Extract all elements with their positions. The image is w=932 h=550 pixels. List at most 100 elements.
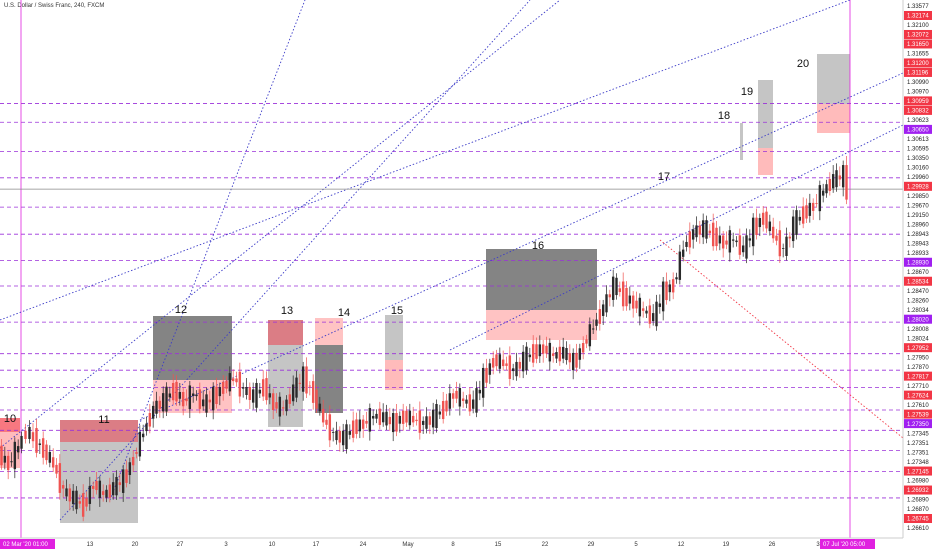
- candle-body: [358, 419, 362, 432]
- price-axis-label: 1.27348: [907, 460, 929, 466]
- price-axis-label: 1.29850: [907, 194, 929, 200]
- candle-body: [348, 431, 352, 435]
- price-label-bg: [904, 29, 932, 39]
- candle-body: [131, 456, 135, 466]
- candle-body: [745, 235, 748, 259]
- trend-line: [0, 0, 561, 449]
- candle-body: [351, 420, 355, 438]
- candle-body: [118, 482, 122, 486]
- candle-body: [411, 415, 415, 423]
- zone-box: [268, 320, 303, 345]
- price-label-bg: [904, 96, 932, 106]
- candle-body: [601, 304, 605, 316]
- candle-body: [668, 284, 672, 293]
- candle-body: [558, 346, 562, 362]
- price-axis-label: 1.27350: [907, 422, 929, 428]
- candle-body: [738, 235, 742, 255]
- time-axis-label: 3: [224, 542, 228, 548]
- candle-body: [718, 235, 722, 244]
- price-label-bg: [904, 105, 932, 115]
- candle-body: [291, 384, 295, 402]
- wave-label: 13: [281, 305, 293, 317]
- wave-label: 17: [658, 171, 670, 183]
- candle-body: [575, 352, 578, 368]
- candle-body: [688, 231, 692, 248]
- candle-body: [581, 343, 585, 353]
- candle-body: [65, 488, 68, 497]
- candle-body: [645, 310, 648, 314]
- price-axis-label: 1.28008: [907, 327, 929, 333]
- wave-label: 14: [338, 307, 350, 319]
- candle-body: [28, 426, 31, 439]
- candle-body: [805, 205, 808, 219]
- candle-body: [235, 378, 238, 383]
- candle-body: [761, 212, 765, 225]
- candle-body: [698, 225, 702, 235]
- candle-body: [371, 416, 375, 419]
- candle-body: [161, 393, 165, 412]
- candle-body: [591, 328, 595, 330]
- candle-body: [798, 216, 802, 221]
- candle-body: [218, 387, 222, 397]
- price-axis-label: 1.26610: [907, 526, 929, 532]
- candle-body: [615, 277, 618, 296]
- price-axis-label: 1.27950: [907, 355, 929, 361]
- price-axis-label: 1.31650: [907, 42, 929, 48]
- candle-body: [198, 389, 202, 409]
- time-axis-label: 26: [769, 542, 776, 548]
- candle-body: [105, 489, 108, 498]
- candle-body: [85, 498, 88, 507]
- candle-body: [478, 389, 482, 394]
- candle-body: [481, 367, 485, 398]
- candle-body: [221, 381, 225, 394]
- time-axis-label: 07 Jul '20 05:00: [823, 542, 866, 548]
- candle-body: [735, 240, 738, 243]
- price-axis-label: 1.28024: [907, 336, 929, 342]
- candle-body: [525, 346, 528, 371]
- candle-body: [0, 445, 3, 466]
- candle-body: [101, 491, 105, 495]
- price-axis-label: 1.29150: [907, 213, 929, 219]
- candle-body: [305, 366, 308, 394]
- time-axis-label: 02 Mar '20 01:00: [3, 542, 49, 548]
- price-axis-label: 1.26890: [907, 498, 929, 504]
- zone-box: [385, 315, 403, 360]
- candle-body: [231, 378, 235, 382]
- wave-label: 18: [718, 110, 730, 122]
- candle-body: [45, 444, 48, 461]
- trend-line: [59, 0, 531, 521]
- candle-body: [3, 455, 7, 463]
- trend-line: [0, 0, 851, 321]
- zone-box: [60, 420, 138, 442]
- candle-body: [588, 324, 592, 347]
- candle-body: [108, 484, 112, 498]
- candle-body: [598, 309, 602, 324]
- chart-title: U.S. Dollar / Swiss Franc, 240, FXCM: [4, 3, 105, 9]
- candle-body: [328, 414, 332, 441]
- candle-body: [445, 400, 448, 412]
- candle-body: [508, 355, 512, 379]
- candle-body: [711, 222, 715, 247]
- candle-body: [385, 411, 388, 426]
- time-axis-label: 10: [269, 542, 276, 548]
- candle-body: [355, 419, 358, 434]
- candle-body: [631, 295, 635, 309]
- candle-body: [10, 461, 13, 463]
- candle-body: [138, 431, 142, 457]
- price-axis-label: 1.27610: [907, 403, 929, 409]
- candle-body: [55, 464, 58, 474]
- price-axis-label: 1.26980: [907, 479, 929, 485]
- candle-body: [141, 433, 145, 438]
- candle-body: [831, 174, 835, 189]
- candle-body: [498, 354, 502, 369]
- candle-body: [695, 225, 698, 238]
- price-axis-label: 1.28020: [907, 317, 929, 323]
- price-axis-label: 1.27817: [907, 374, 929, 380]
- candle-body: [418, 410, 422, 433]
- price-axis-label: 1.30613: [907, 137, 929, 143]
- candle-body: [121, 469, 125, 493]
- candle-body: [431, 409, 435, 428]
- price-axis-label: 1.28534: [907, 279, 929, 285]
